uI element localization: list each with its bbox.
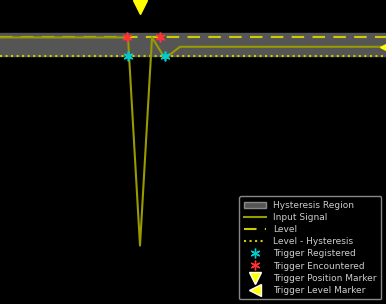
Legend: Hysteresis Region, Input Signal, Level, Level - Hysteresis, Trigger Registered, : Hysteresis Region, Input Signal, Level, …	[239, 196, 381, 299]
Bar	[0, 33, 386, 56]
